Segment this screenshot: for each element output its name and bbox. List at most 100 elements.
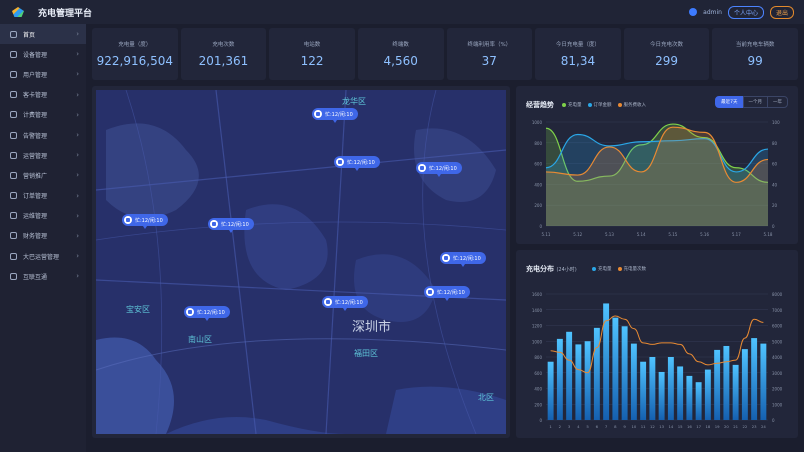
legend-item[interactable]: 服务费收入 [617, 102, 647, 108]
y-tick-label: 800 [534, 141, 542, 146]
bar[interactable] [575, 344, 582, 420]
series-line[interactable] [545, 123, 769, 183]
tab-year[interactable]: 一年 [767, 96, 788, 108]
station-marker[interactable]: 忙:12/闲:10 [122, 214, 168, 229]
y2-tick-label: 1000 [772, 402, 783, 407]
legend-item[interactable]: 订单金额 [587, 102, 612, 108]
bar[interactable] [621, 326, 628, 420]
sidebar-item[interactable]: 计费管理 › [0, 105, 86, 125]
sidebar-item[interactable]: 运营管理 › [0, 145, 86, 165]
x-tick-label: 15 [678, 424, 683, 429]
stat-label: 充电量（度） [118, 42, 152, 48]
bar[interactable] [658, 371, 665, 420]
bar[interactable] [566, 331, 573, 420]
bar[interactable] [547, 361, 554, 420]
station-marker[interactable]: 忙:12/闲:10 [416, 162, 462, 177]
bar[interactable] [584, 341, 591, 420]
username[interactable]: admin [703, 8, 722, 16]
bar[interactable] [686, 375, 693, 420]
bar[interactable] [695, 382, 702, 420]
sidebar-item-label: 大巴运营管理 [23, 253, 60, 261]
bar[interactable] [612, 317, 619, 420]
sidebar-item[interactable]: 互联互通 › [0, 266, 86, 286]
station-marker[interactable]: 忙:12/闲:10 [322, 296, 368, 311]
sidebar-item-label: 告警管理 [23, 132, 48, 140]
trend-panel: 经营趋势 充电量 订单金额 服务费收入 最近7天 一个月 一年 0 0 200 20 4… [516, 86, 798, 244]
bar[interactable] [556, 338, 563, 420]
x-tick-label: 9 [623, 424, 626, 429]
bar[interactable] [667, 357, 674, 420]
sidebar: 首页 › 设备管理 › 用户管理 › 客卡管理 › 计费管理 › 告警管理 › 运营管理 › 营销推广 › 订单… [0, 24, 86, 452]
sidebar-item[interactable]: 营销推广 › [0, 165, 86, 185]
chevron-right-icon: › [76, 191, 79, 200]
bar[interactable] [751, 338, 758, 420]
series-line[interactable] [550, 315, 764, 374]
y-tick-label: 800 [534, 355, 542, 360]
stat-card: 终端数 4,560 [357, 28, 444, 80]
y-tick-label: 1000 [532, 339, 543, 344]
bar[interactable] [704, 369, 711, 420]
user-center-button[interactable]: 个人中心 [727, 5, 764, 19]
app-logo[interactable] [6, 2, 30, 22]
y2-tick-label: 3000 [772, 371, 783, 376]
bar[interactable] [677, 366, 684, 420]
finance-icon [10, 232, 17, 240]
city-map[interactable] [96, 90, 506, 434]
district-label-longhua: 龙华区 [342, 97, 366, 106]
sidebar-item-label: 运维管理 [23, 213, 48, 221]
user-avatar-icon[interactable] [689, 8, 698, 16]
station-marker[interactable]: 忙:12/闲:10 [208, 218, 254, 233]
series-line[interactable] [545, 126, 769, 183]
station-marker[interactable]: 忙:12/闲:10 [424, 286, 470, 301]
charging-station-icon [418, 164, 426, 172]
station-marker[interactable]: 忙:12/闲:10 [440, 252, 486, 267]
x-tick-label: 1 [549, 424, 552, 429]
x-tick-label: 10 [631, 424, 636, 429]
bar[interactable] [732, 364, 739, 420]
distribution-title: 充电分布 (24小时) [526, 264, 577, 274]
bar[interactable] [593, 327, 600, 420]
sidebar-item[interactable]: 首页 › [0, 24, 86, 45]
bar[interactable] [723, 345, 730, 420]
sidebar-item[interactable]: 运维管理 › [0, 206, 86, 226]
stat-value: 201,361 [198, 54, 249, 68]
station-marker[interactable]: 忙:12/闲:10 [312, 108, 358, 123]
sidebar-item[interactable]: 用户管理 › [0, 64, 86, 84]
bar[interactable] [640, 361, 647, 420]
chevron-right-icon: › [76, 70, 79, 79]
station-marker[interactable]: 忙:12/闲:10 [334, 156, 380, 171]
stat-value: 922,916,504 [96, 54, 173, 68]
y-tick-label: 1600 [532, 292, 543, 297]
legend-item[interactable]: 充电量次数 [617, 266, 646, 272]
x-tick-label: 5.11 [542, 232, 551, 237]
sidebar-item[interactable]: 大巴运营管理 › [0, 246, 86, 266]
bar[interactable] [630, 343, 637, 420]
legend-item[interactable]: 充电量 [562, 102, 582, 108]
bar[interactable] [649, 357, 656, 420]
alarm-icon [10, 131, 17, 139]
logout-button[interactable]: 退出 [769, 5, 794, 19]
stat-value: 37 [481, 54, 497, 68]
legend-item[interactable]: 充电量 [592, 266, 612, 272]
sidebar-item[interactable]: 订单管理 › [0, 186, 86, 206]
bar[interactable] [603, 303, 610, 420]
sidebar-item[interactable]: 设备管理 › [0, 44, 86, 64]
series-line[interactable] [545, 133, 769, 173]
stat-value: 81,34 [560, 54, 596, 68]
bar[interactable] [741, 349, 748, 420]
legend-dot-icon [587, 103, 592, 107]
share-icon [10, 171, 17, 179]
chevron-right-icon: › [76, 30, 79, 39]
x-tick-label: 20 [724, 424, 729, 429]
sidebar-item[interactable]: 告警管理 › [0, 125, 86, 145]
sidebar-item-label: 财务管理 [23, 233, 48, 241]
legend-label: 服务费收入 [623, 103, 647, 108]
marker-label: 忙:12/闲:10 [221, 221, 249, 228]
sidebar-item[interactable]: 客卡管理 › [0, 85, 86, 105]
station-marker[interactable]: 忙:12/闲:10 [184, 306, 230, 321]
bar[interactable] [760, 343, 767, 420]
chevron-right-icon: › [76, 131, 79, 140]
sidebar-item[interactable]: 财务管理 › [0, 226, 86, 246]
bar[interactable] [714, 349, 721, 420]
y-tick-label: 200 [534, 203, 542, 208]
